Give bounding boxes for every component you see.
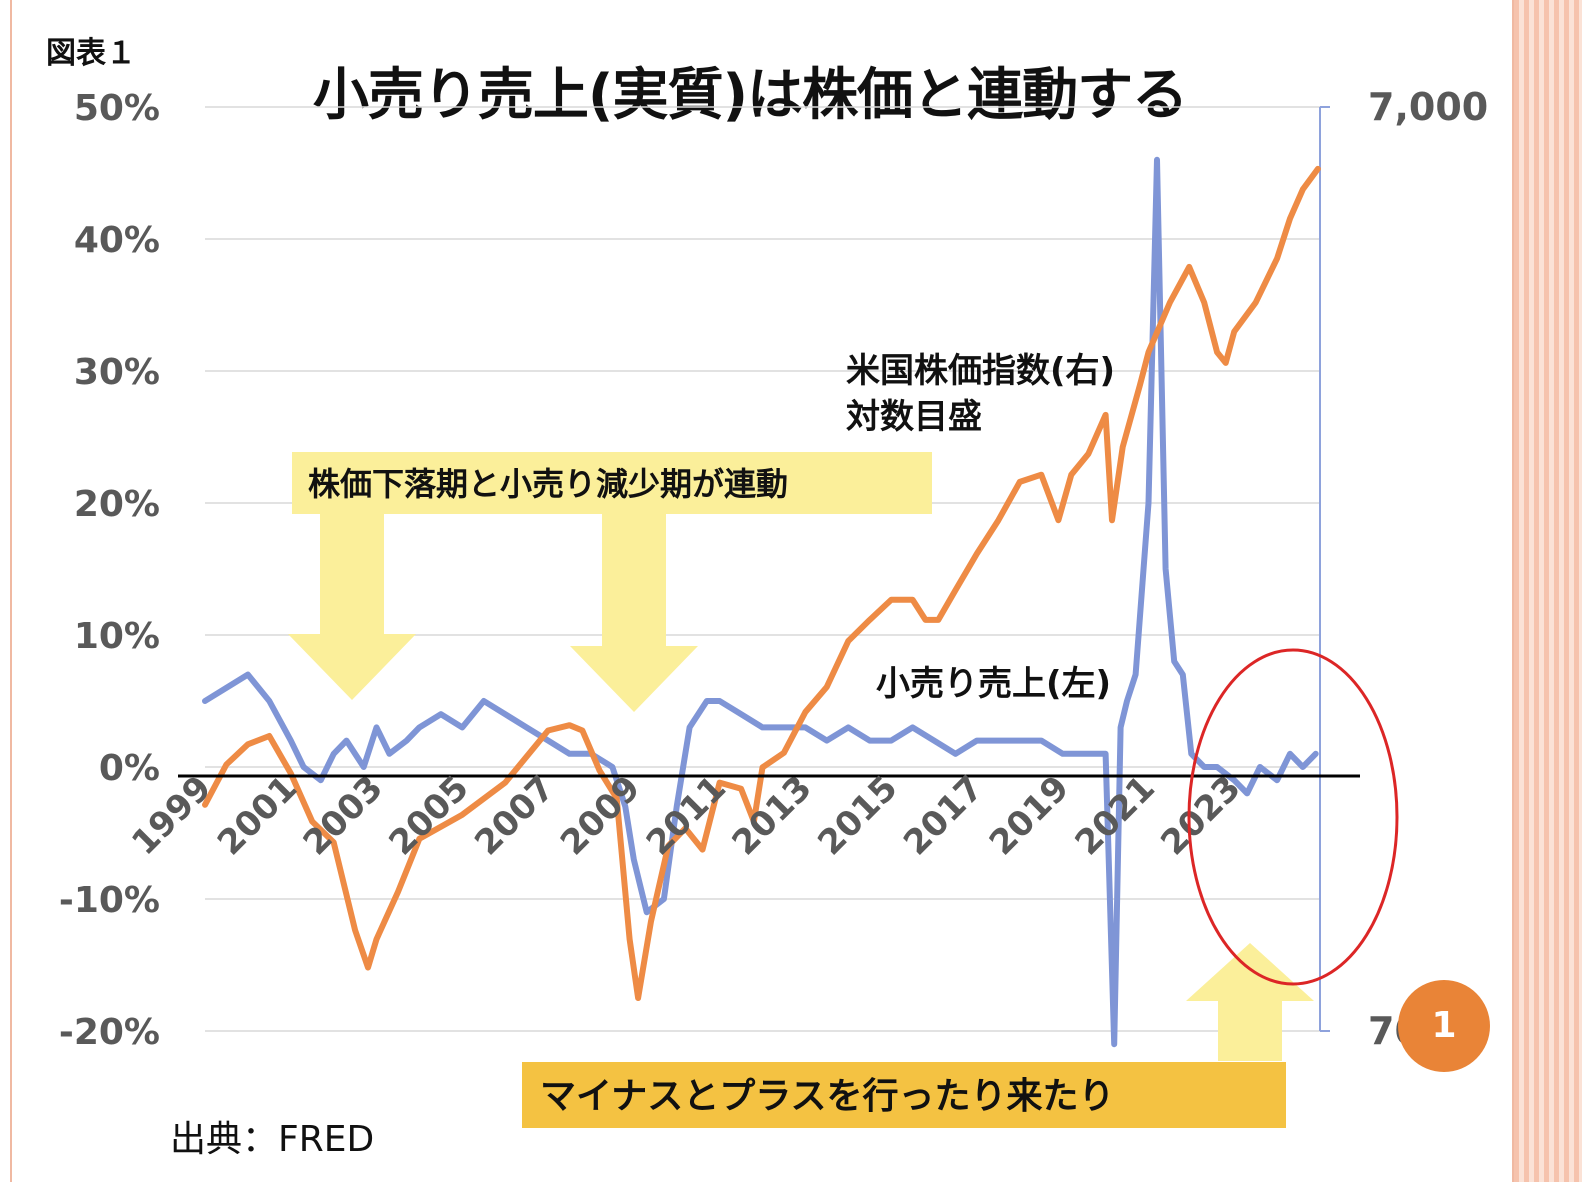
down-arrow [570, 512, 698, 712]
x-tick-label: 2015 [810, 768, 905, 863]
left-tick-label: -20% [59, 1012, 160, 1053]
chart-title: 小売り売上(実質)は株価と連動する [312, 63, 1188, 128]
top-annotation-box: 株価下落期と小売り減少期が連動 [292, 452, 932, 514]
left-tick-label: 30% [74, 352, 160, 393]
chart-canvas: 50%40%30%20%10%0%-10%-20% 7,000700 19992… [59, 85, 1488, 1128]
left-tick-label: 50% [74, 88, 160, 129]
annotation-arrows [288, 512, 1314, 1061]
source-note: 出典：FRED [170, 1119, 375, 1160]
x-tick-label: 2023 [1153, 768, 1248, 863]
x-tick-label: 2001 [210, 768, 305, 863]
top-box-background [292, 452, 932, 514]
figure-label: 図表１ [46, 36, 136, 71]
highlight-circle [1187, 648, 1399, 986]
down-arrow [288, 512, 416, 700]
bottom-box-text: マイナスとプラスを行ったり来たり [540, 1076, 1115, 1117]
left-tick-label: -10% [59, 880, 160, 921]
series-lines [202, 156, 1321, 1048]
left-tick-label: 10% [74, 616, 160, 657]
slide-right-border [1512, 0, 1582, 1182]
stock-series-label: 米国株価指数(右) [846, 351, 1115, 391]
x-tick-label: 2019 [982, 768, 1077, 863]
up-arrow [1186, 943, 1314, 1061]
retail-series-label: 小売り売上(左) [876, 664, 1111, 704]
stock-index-line [202, 165, 1321, 1001]
left-tick-label: 20% [74, 484, 160, 525]
stock-series-scale-note: 対数目盛 [846, 397, 982, 437]
x-tick-label: 2013 [725, 768, 820, 863]
x-tick-label: 2007 [467, 768, 562, 863]
bottom-annotation-box: マイナスとプラスを行ったり来たり [522, 1062, 1286, 1128]
bottom-box-background [522, 1062, 1286, 1128]
page-number-badge: 1 [1398, 980, 1490, 1072]
left-tick-label: 40% [74, 220, 160, 261]
top-box-text: 株価下落期と小売り減少期が連動 [308, 465, 788, 503]
left-axis-tick-labels: 50% 40% 30% 20% 10% 0% -10% -20% [59, 88, 160, 1053]
right-axis: 7,000700 [1319, 85, 1488, 1053]
x-tick-label: 2011 [639, 768, 734, 863]
left-tick-label: 0% [99, 748, 160, 789]
x-tick-label: 2017 [896, 768, 991, 863]
slide-left-border [0, 0, 12, 1182]
right-tick-label: 7,000 [1368, 85, 1488, 129]
